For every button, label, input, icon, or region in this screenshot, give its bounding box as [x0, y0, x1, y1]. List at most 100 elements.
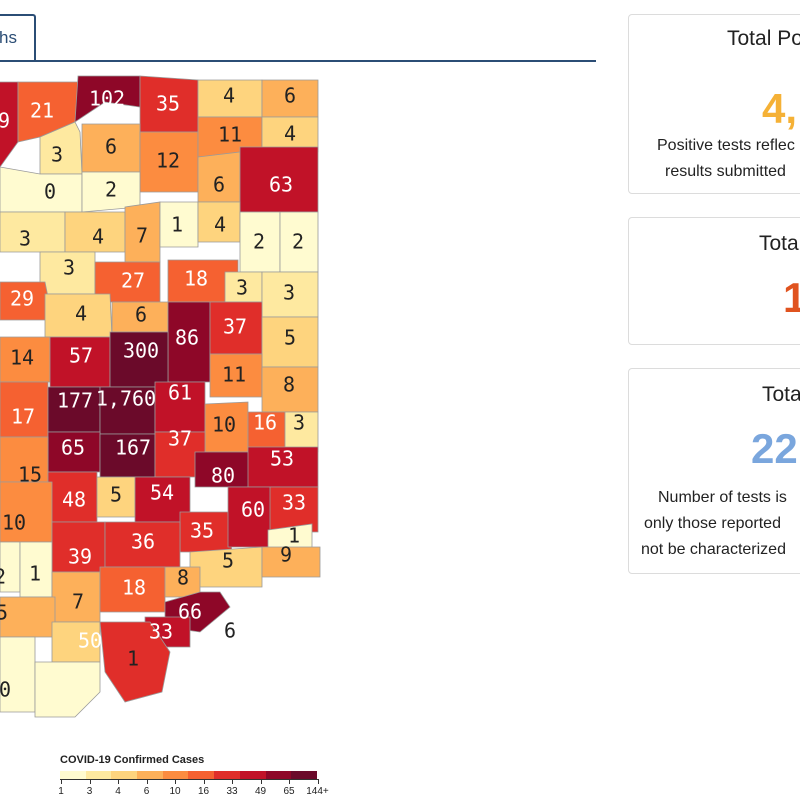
tab-underline: [0, 60, 596, 62]
county-case-label: 6: [284, 84, 296, 108]
legend-swatch: [188, 771, 215, 779]
county-case-label: 4: [75, 302, 87, 326]
county-shape[interactable]: [0, 166, 83, 213]
county-case-label: 6: [105, 135, 117, 159]
county-case-label: 102: [89, 87, 125, 111]
county-case-label: 1: [171, 213, 183, 237]
legend-swatch: [214, 771, 240, 779]
county-case-label: 17: [11, 405, 35, 429]
legend-tick-mark: [317, 779, 319, 784]
county-case-label: 4: [284, 122, 296, 146]
county-shape[interactable]: [39, 121, 83, 175]
legend-tick-label: 65: [283, 786, 295, 797]
legend-tick-label: 10: [169, 786, 181, 797]
county-case-label: 61: [168, 381, 192, 405]
county-case-label: 3: [236, 276, 248, 300]
total-deaths-card: Tota 1: [628, 217, 800, 345]
county-shape[interactable]: [0, 211, 66, 253]
county-case-label: 10: [212, 413, 236, 437]
legend-tick-mark: [232, 779, 233, 784]
tab-label: hs: [0, 28, 17, 47]
county-case-label: 60: [241, 498, 265, 522]
county-case-label: 8: [177, 566, 189, 590]
county-shape[interactable]: [269, 486, 319, 533]
county-case-label: 11: [222, 363, 246, 387]
county-case-label: 7: [72, 590, 84, 614]
county-case-label: 5: [0, 601, 8, 625]
county-case-label: 3: [283, 281, 295, 305]
legend-tick-mark: [146, 779, 148, 784]
county-case-label: 0: [0, 678, 11, 702]
county-shape[interactable]: [74, 75, 141, 123]
tab-deaths[interactable]: hs: [0, 14, 36, 60]
county-case-label: 21: [30, 99, 54, 123]
county-case-label: 1: [288, 524, 300, 548]
county-shape[interactable]: [99, 621, 171, 703]
county-case-label: 15: [18, 463, 42, 487]
legend-swatch: [111, 771, 138, 779]
county-case-label: 3: [19, 227, 31, 251]
county-case-label: 80: [211, 464, 235, 488]
county-shape[interactable]: [159, 201, 199, 248]
card-value: 22: [751, 425, 798, 472]
county-case-label: 5: [110, 483, 122, 507]
county-case-label: 6: [135, 303, 147, 327]
card-note-line: only those reported: [644, 515, 781, 532]
county-case-label: 33: [149, 620, 173, 644]
legend-tick-mark: [260, 779, 262, 784]
county-case-label: 3: [51, 143, 63, 167]
county-case-label: 36: [131, 530, 155, 554]
county-case-label: 57: [69, 344, 93, 368]
legend-tick-mark: [61, 779, 62, 784]
county-case-label: 3: [293, 411, 305, 435]
county-case-label: 2: [253, 230, 265, 254]
legend-tick-label: 49: [254, 786, 267, 797]
legend-swatch: [291, 771, 317, 779]
legend-tick-label: 16: [197, 786, 210, 797]
county-case-label: 86: [175, 326, 199, 350]
legend-tick-label: 144+: [306, 786, 329, 797]
legend-swatch: [265, 771, 292, 779]
county-case-label: 33: [282, 491, 306, 515]
card-title: Total Po: [727, 27, 800, 50]
legend-tick-label: 1: [58, 786, 64, 797]
county-case-label: 2: [105, 178, 117, 202]
card-note-line: results submitted: [665, 163, 786, 180]
legend-swatch: [85, 771, 112, 779]
county-shape[interactable]: [34, 661, 101, 718]
legend-swatch: [162, 771, 189, 779]
county-case-label: 4: [92, 225, 104, 249]
county-case-label: 2: [0, 565, 6, 589]
county-case-label: 177: [57, 389, 93, 413]
county-shape[interactable]: [261, 546, 321, 578]
county-case-label: 63: [269, 173, 293, 197]
county-case-label: 5: [222, 549, 234, 573]
legend-tick-mark: [203, 779, 205, 784]
county-case-label: 18: [184, 267, 208, 291]
legend-tick-mark: [289, 779, 290, 784]
county-case-label: 7: [136, 224, 148, 248]
county-case-label: 50: [78, 629, 102, 653]
county-case-label: 9: [0, 109, 10, 133]
county-shape[interactable]: [0, 81, 19, 168]
county-case-label: 4: [214, 213, 226, 237]
card-note-line: Positive tests reflec: [657, 137, 795, 154]
legend-tick-label: 6: [143, 786, 150, 797]
legend-tick-mark: [89, 779, 91, 784]
card-title: Tota: [762, 383, 800, 406]
legend-swatch: [137, 771, 163, 779]
county-case-label: 6: [213, 173, 225, 197]
legend-title: COVID-19 Confirmed Cases: [60, 754, 205, 766]
legend-tick-label: 4: [115, 786, 121, 797]
county-case-label: 16: [253, 411, 277, 435]
county-shape[interactable]: [0, 596, 56, 638]
county-case-label: 6: [224, 619, 236, 643]
card-note-line: Number of tests is: [658, 489, 787, 506]
county-case-label: 35: [190, 519, 214, 543]
county-case-label: 29: [10, 287, 34, 311]
county-case-label: 2: [292, 230, 304, 254]
legend-tick-mark: [175, 779, 176, 784]
total-positive-card: Total Po 4, Positive tests reflec result…: [628, 14, 800, 194]
county-case-label: 300: [123, 339, 159, 363]
